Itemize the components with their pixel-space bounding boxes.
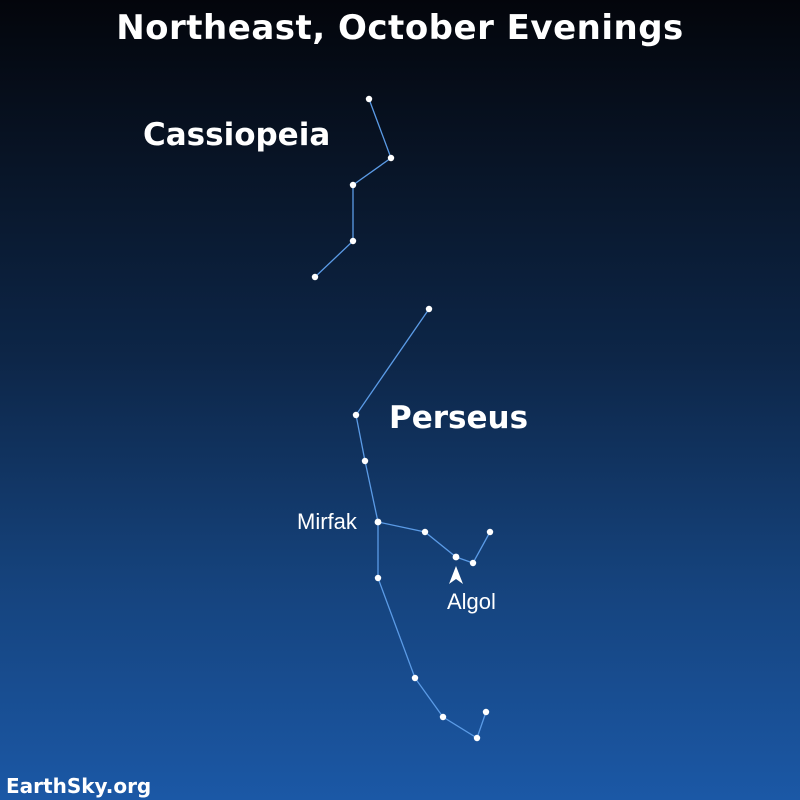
cassiopeia-star <box>388 155 394 161</box>
perseus-star <box>487 529 493 535</box>
perseus-star <box>412 675 418 681</box>
perseus-branch-line <box>378 522 490 563</box>
perseus-star <box>474 735 480 741</box>
perseus-star <box>470 560 476 566</box>
mirfak-star <box>375 519 382 526</box>
perseus-label: Perseus <box>389 400 528 436</box>
perseus-star <box>426 306 432 312</box>
perseus-star <box>362 458 368 464</box>
perseus-star <box>422 529 428 535</box>
mirfak-label: Mirfak <box>297 509 358 534</box>
cassiopeia-star <box>350 238 356 244</box>
algol-label: Algol <box>447 589 496 614</box>
cassiopeia-label: Cassiopeia <box>143 117 330 153</box>
algol-star <box>453 554 460 561</box>
credit-logo: EarthSky.org <box>6 774 151 798</box>
perseus-star <box>483 709 489 715</box>
cassiopeia-star <box>350 182 356 188</box>
perseus-figure <box>353 306 493 741</box>
algol-arrow-icon <box>449 566 463 584</box>
perseus-star <box>353 412 359 418</box>
cassiopeia-star <box>312 274 318 280</box>
perseus-star <box>440 714 446 720</box>
cassiopeia-star <box>366 96 372 102</box>
perseus-star <box>375 575 381 581</box>
